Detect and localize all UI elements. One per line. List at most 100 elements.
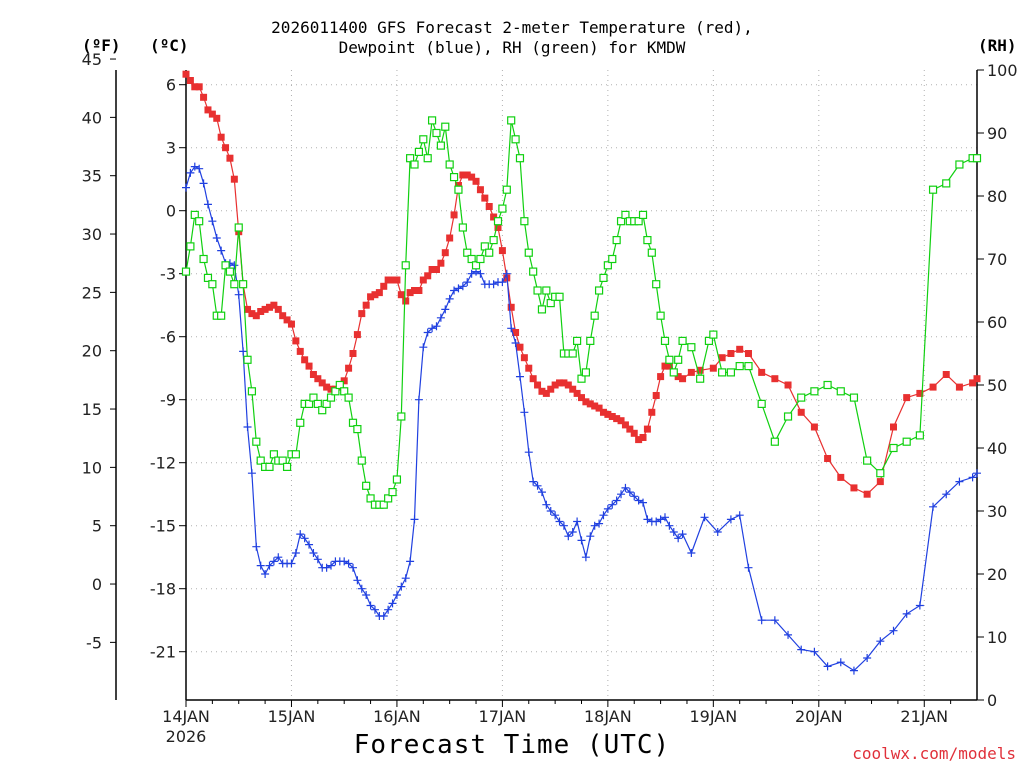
rh-point <box>436 141 445 150</box>
dewpoint-point <box>797 645 806 654</box>
temperature-point <box>556 379 564 387</box>
temperature-point <box>226 154 234 162</box>
rh-point <box>849 393 859 402</box>
rh-point <box>441 122 450 131</box>
rh-point <box>498 204 507 213</box>
temperature-point <box>648 408 656 416</box>
temperature-line <box>185 73 978 495</box>
temperature-point <box>652 392 660 399</box>
time-tick-year: 2026 <box>166 727 207 746</box>
rh-point <box>744 362 753 371</box>
temperature-point <box>191 83 199 91</box>
temperature-point <box>349 350 357 357</box>
temperature-point <box>309 371 317 378</box>
rh-tick-label: 20 <box>987 565 1007 584</box>
time-tick-label: 19JAN <box>689 707 737 726</box>
dewpoint-point <box>476 269 485 278</box>
dewpoint-point <box>564 532 573 541</box>
rh-tick-label: 30 <box>987 502 1007 521</box>
temperature-point <box>591 402 599 410</box>
rh-point <box>889 443 898 453</box>
celsius-tick-label: 3 <box>166 139 176 158</box>
dewpoint-point <box>599 511 608 520</box>
temperature-point <box>204 106 212 114</box>
fahrenheit-tick-label: 0 <box>92 575 102 594</box>
dewpoint-point <box>353 576 362 585</box>
dewpoint-point <box>968 473 977 482</box>
dewpoint-point <box>586 532 595 541</box>
rh-tick-label: 10 <box>987 628 1007 647</box>
fahrenheit-axis-label: (ºF) <box>82 36 121 55</box>
rh-series <box>181 116 982 509</box>
fahrenheit-tick-label: -5 <box>86 633 102 652</box>
rh-point <box>388 488 397 497</box>
temperature-point <box>362 301 370 309</box>
dewpoint-point <box>533 481 542 490</box>
temperature-point <box>542 389 550 397</box>
rh-point <box>366 494 375 503</box>
temperature-point <box>727 350 735 357</box>
temperature-point <box>257 308 265 315</box>
dewpoint-point <box>230 261 239 270</box>
rh-tick-label: 70 <box>987 250 1007 269</box>
dewpoint-point <box>915 601 924 610</box>
temperature-point <box>863 490 871 498</box>
temperature-point <box>718 354 726 362</box>
temperature-point <box>599 408 607 416</box>
temperature-point <box>520 354 528 362</box>
rh-point <box>594 286 604 295</box>
temperature-point <box>389 276 397 284</box>
dewpoint-point <box>392 591 401 599</box>
fahrenheit-tick-label: 30 <box>82 225 102 244</box>
fahrenheit-tick-label: 15 <box>82 400 102 419</box>
dewpoint-point <box>384 605 393 614</box>
rh-point <box>520 217 529 226</box>
rh-point <box>340 387 349 396</box>
rh-point <box>326 393 336 402</box>
dewpoint-point <box>634 496 643 505</box>
rh-point <box>221 261 230 270</box>
rh-point <box>529 267 538 276</box>
temperature-point <box>797 408 805 416</box>
series <box>181 70 982 675</box>
rh-point <box>836 387 845 396</box>
rh-point <box>309 393 318 402</box>
temperature-point <box>485 203 493 210</box>
rh-point <box>770 437 779 446</box>
rh-point <box>823 380 832 390</box>
temperature-point <box>274 305 282 313</box>
dewpoint-point <box>309 549 318 557</box>
dewpoint-point <box>327 561 336 570</box>
rh-point <box>414 147 424 156</box>
dewpoint-point <box>770 616 779 625</box>
temperature-point <box>287 320 295 328</box>
rh-point <box>313 399 322 408</box>
temperature-point <box>534 381 542 389</box>
rh-point <box>256 456 265 465</box>
temperature-point <box>969 379 977 387</box>
dewpoint-point <box>322 563 331 572</box>
dewpoint-point <box>669 528 678 536</box>
dewpoint-point <box>410 515 419 524</box>
dewpoint-point <box>502 269 511 278</box>
dewpoint-series <box>182 162 981 675</box>
dewpoint-point <box>296 530 305 539</box>
dewpoint-point <box>458 282 467 291</box>
temperature-point <box>340 377 348 385</box>
rh-point <box>616 217 626 226</box>
dewpoint-point <box>810 647 819 656</box>
rh-point <box>507 116 516 125</box>
dewpoint-point <box>305 540 314 549</box>
temperature-point <box>367 293 375 301</box>
dewpoint-point <box>652 517 661 526</box>
rh-point <box>392 475 402 484</box>
site-credit: coolwx.com/models <box>852 744 1016 763</box>
temperature-point <box>657 373 665 381</box>
rh-point <box>810 387 819 396</box>
rh-point <box>783 412 793 421</box>
rh-point <box>410 160 419 169</box>
dewpoint-point <box>678 530 687 539</box>
dewpoint-point <box>542 500 551 509</box>
dewpoint-point <box>573 517 582 526</box>
temperature-point <box>538 387 546 395</box>
